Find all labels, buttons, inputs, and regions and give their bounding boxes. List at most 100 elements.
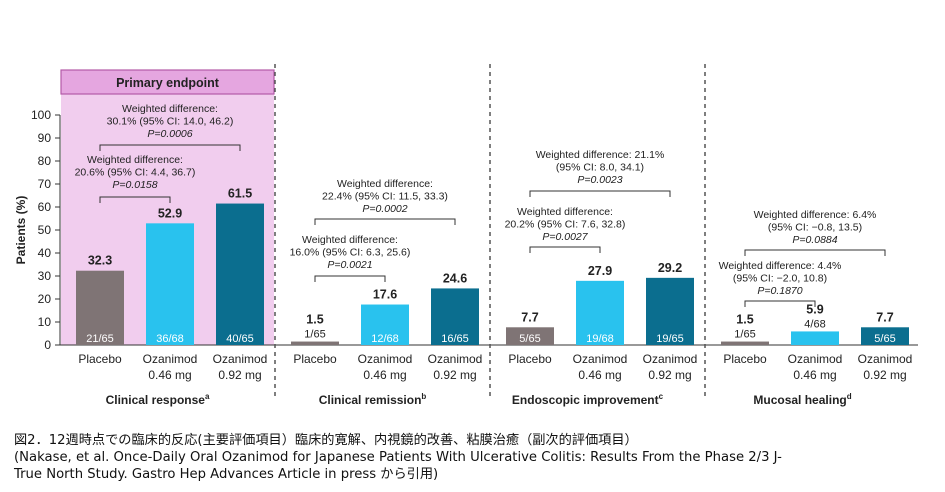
bar-n-label: 4/68 <box>804 318 825 330</box>
annotation-text-line: Weighted difference: 6.4% <box>754 209 877 221</box>
category-label-dose: 0.92 mg <box>863 368 906 382</box>
annotation-text-line: (95% CI: 8.0, 34.1) <box>556 162 644 174</box>
bar-n-label: 19/68 <box>586 333 614 345</box>
panel-title-superscript: c <box>659 392 664 401</box>
bar-value-label: 1.5 <box>736 313 753 327</box>
bar-n-label: 19/65 <box>656 333 684 345</box>
bar-n-label: 12/68 <box>371 333 399 345</box>
panel-title: Endoscopic improvementc <box>512 392 664 407</box>
annotation-text-line: P=0.0884 <box>792 234 837 246</box>
bar-value-label: 27.9 <box>588 264 612 278</box>
bar <box>291 341 339 345</box>
category-label: Placebo <box>293 352 337 366</box>
primary-endpoint-header <box>60 69 275 95</box>
annotation-text-line: Weighted difference: <box>302 234 398 246</box>
annotation-text-line: P=0.1870 <box>757 285 802 297</box>
annotation-text-line: (95% CI: −0.8, 13.5) <box>768 222 862 234</box>
y-tick-label: 90 <box>38 131 52 145</box>
category-label: Ozanimod <box>643 352 698 366</box>
panel-title-superscript: a <box>205 392 210 401</box>
category-label-dose: 0.92 mg <box>648 368 691 382</box>
bar-n-label: 21/65 <box>86 333 114 345</box>
bar <box>646 277 694 345</box>
y-tick-label: 10 <box>38 315 52 329</box>
panel-title-text: Endoscopic improvement <box>512 393 659 407</box>
bar-n-label: 5/65 <box>874 333 895 345</box>
bar <box>431 288 479 345</box>
bar <box>791 331 839 345</box>
annotation-text-line: 20.2% (95% CI: 7.6, 32.8) <box>505 219 626 231</box>
significance-bracket <box>314 275 386 282</box>
panel-title: Mucosal healingd <box>753 392 851 407</box>
panel-title-superscript: d <box>847 392 852 401</box>
y-tick-label: 40 <box>38 246 52 260</box>
annotation-text-line: P=0.0158 <box>112 179 157 191</box>
bar-value-label: 7.7 <box>521 310 538 324</box>
bar-n-label: 16/65 <box>441 333 469 345</box>
caption-line-2: (Nakase, et al. Once-Daily Oral Ozanimod… <box>14 450 782 465</box>
y-tick-label: 70 <box>38 177 52 191</box>
y-tick-label: 30 <box>38 269 52 283</box>
bar-value-label: 5.9 <box>806 302 823 316</box>
annotation-text-line: 16.0% (95% CI: 6.3, 25.6) <box>290 247 411 259</box>
significance-bracket <box>99 196 171 203</box>
category-label: Placebo <box>508 352 552 366</box>
bar-n-label: 36/68 <box>156 333 184 345</box>
category-label: Placebo <box>78 352 122 366</box>
bar <box>361 304 409 345</box>
bar-n-label: 5/65 <box>519 333 540 345</box>
category-label: Ozanimod <box>428 352 483 366</box>
y-tick-label: 50 <box>38 223 52 237</box>
significance-bracket <box>529 246 601 253</box>
annotation-text-line: Weighted difference: <box>517 206 613 218</box>
annotation-text-line: P=0.0002 <box>362 203 407 215</box>
category-label-dose: 0.46 mg <box>363 368 406 382</box>
significance-bracket <box>99 144 241 151</box>
primary-endpoint-label: Primary endpoint <box>116 76 220 90</box>
panel-title: Clinical responsea <box>106 392 210 407</box>
category-label: Ozanimod <box>358 352 413 366</box>
bar-value-label: 29.2 <box>658 261 682 275</box>
bar-n-label: 1/65 <box>734 329 755 341</box>
annotation-text-line: Weighted difference: <box>337 178 433 190</box>
panel-title-text: Clinical remission <box>319 393 422 407</box>
y-tick-label: 60 <box>38 200 52 214</box>
annotation-text-line: Weighted difference: <box>87 154 183 166</box>
bar-value-label: 61.5 <box>228 187 252 201</box>
significance-bracket <box>529 190 671 197</box>
bar-value-label: 32.3 <box>88 254 112 268</box>
y-axis-title: Patients (%) <box>14 196 28 265</box>
bar <box>146 223 194 345</box>
annotation-text-line: 30.1% (95% CI: 14.0, 46.2) <box>107 116 234 128</box>
significance-bracket <box>744 300 816 307</box>
bar-value-label: 1.5 <box>306 313 323 327</box>
category-label-dose: 0.92 mg <box>218 368 261 382</box>
bar <box>216 203 264 345</box>
category-label: Placebo <box>723 352 767 366</box>
caption-line-3: True North Study. Gastro Hep Advances Ar… <box>14 467 439 482</box>
bar-n-label: 1/65 <box>304 329 325 341</box>
annotation-text-line: 20.6% (95% CI: 4.4, 36.7) <box>75 167 196 179</box>
annotation-text-line: Weighted difference: <box>122 103 218 115</box>
annotation-text-line: Weighted difference: 21.1% <box>536 149 665 161</box>
bar-value-label: 17.6 <box>373 288 397 302</box>
figure-caption: 図2．12週時点での臨床的反応(主要評価項目）臨床的寛解、内視鏡的改善、粘膜治癒… <box>14 432 939 483</box>
bar <box>506 327 554 345</box>
bar <box>576 280 624 345</box>
panel-title-superscript: b <box>421 392 426 401</box>
annotation-text-line: P=0.0021 <box>327 259 372 271</box>
category-label-dose: 0.92 mg <box>433 368 476 382</box>
caption-line-1: 図2．12週時点での臨床的反応(主要評価項目）臨床的寛解、内視鏡的改善、粘膜治癒… <box>14 433 638 448</box>
significance-bracket <box>314 218 456 225</box>
bar-value-label: 7.7 <box>876 310 893 324</box>
y-tick-label: 80 <box>38 154 52 168</box>
category-label: Ozanimod <box>788 352 843 366</box>
bar <box>721 341 769 345</box>
y-tick-label: 20 <box>38 292 52 306</box>
bar-n-label: 40/65 <box>226 333 254 345</box>
category-label-dose: 0.46 mg <box>578 368 621 382</box>
panel-title-text: Clinical response <box>106 393 206 407</box>
annotation-text-line: P=0.0023 <box>577 174 622 186</box>
category-label: Ozanimod <box>213 352 268 366</box>
